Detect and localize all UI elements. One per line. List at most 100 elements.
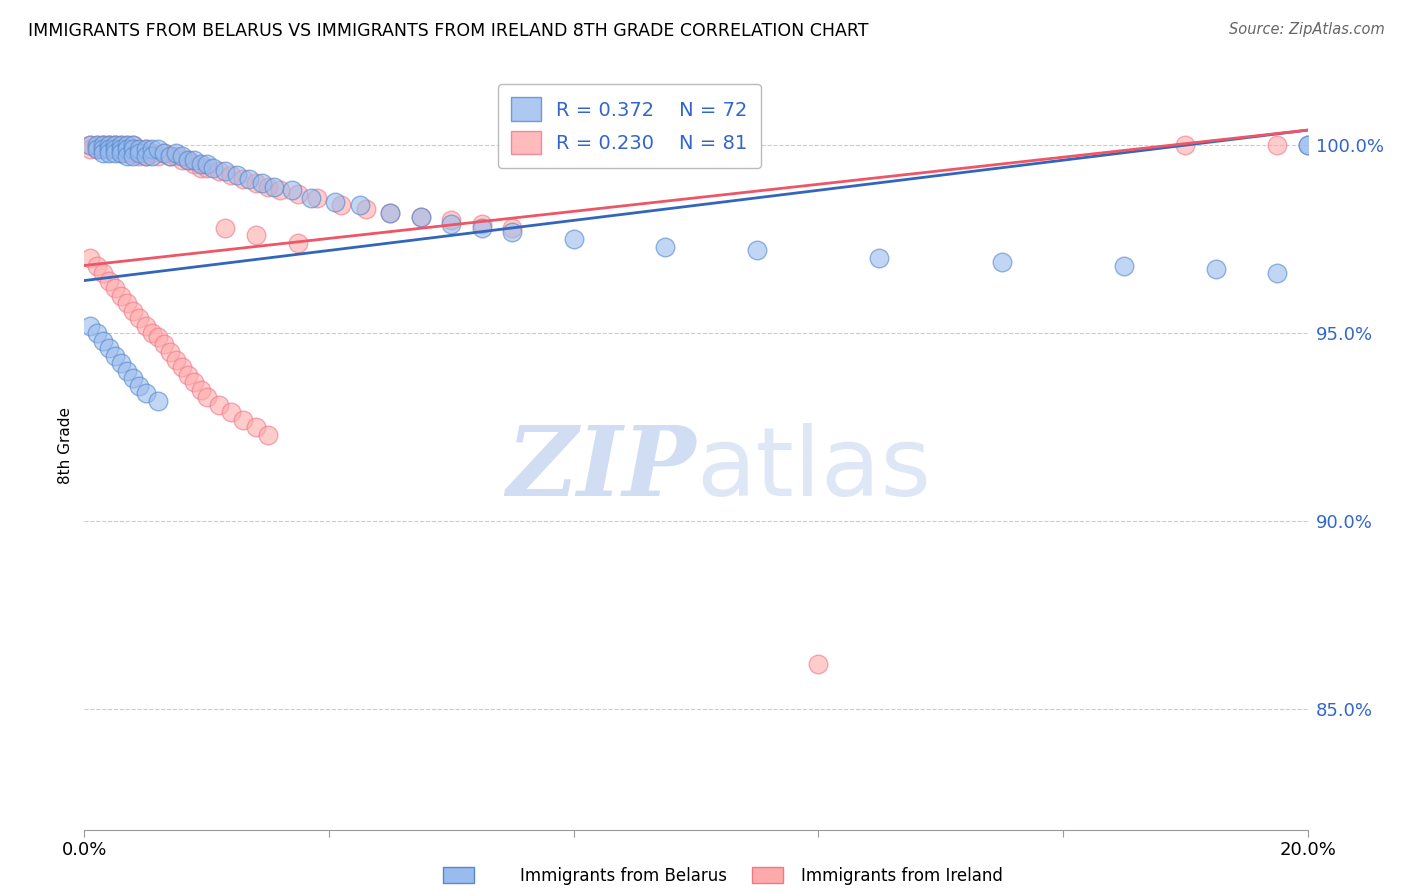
Point	[97, 145, 120, 160]
Point	[110, 138, 132, 153]
Point	[91, 138, 114, 153]
Point	[1265, 138, 1288, 153]
Point	[747, 244, 769, 258]
Point	[110, 145, 132, 160]
Point	[110, 145, 132, 160]
Point	[97, 142, 120, 156]
Point	[115, 364, 138, 378]
Point	[97, 341, 120, 355]
Point	[380, 206, 402, 220]
Point	[115, 142, 138, 156]
Point	[79, 138, 101, 153]
Point	[135, 149, 157, 163]
Point	[214, 164, 236, 178]
Point	[86, 142, 108, 156]
Text: atlas: atlas	[696, 423, 931, 516]
Point	[245, 228, 267, 243]
Point	[330, 198, 353, 212]
Point	[141, 326, 163, 341]
Point	[183, 153, 205, 168]
Point	[165, 352, 187, 367]
Point	[195, 161, 218, 175]
Point	[1114, 259, 1136, 273]
Point	[128, 142, 150, 156]
Point	[122, 138, 145, 153]
Point	[153, 145, 176, 160]
Point	[122, 145, 145, 160]
Point	[97, 138, 120, 153]
Point	[208, 398, 231, 412]
Point	[190, 161, 212, 175]
Point	[91, 145, 114, 160]
Point	[79, 318, 101, 333]
Point	[115, 138, 138, 153]
Point	[135, 318, 157, 333]
Point	[219, 405, 242, 419]
Point	[104, 145, 127, 160]
Point	[135, 142, 157, 156]
Point	[159, 345, 181, 359]
Point	[380, 206, 402, 220]
Point	[245, 176, 267, 190]
Point	[104, 138, 127, 153]
Point	[869, 251, 891, 265]
Point	[1174, 138, 1197, 153]
Point	[281, 183, 304, 197]
Point	[305, 191, 328, 205]
Point	[502, 225, 524, 239]
Point	[349, 198, 371, 212]
Point	[1265, 266, 1288, 280]
Point	[159, 149, 181, 163]
Point	[128, 142, 150, 156]
Point	[110, 356, 132, 370]
Point	[471, 217, 494, 231]
Point	[299, 191, 322, 205]
Point	[122, 303, 145, 318]
Point	[86, 138, 108, 153]
Point	[115, 138, 138, 153]
Point	[115, 149, 138, 163]
Point	[97, 142, 120, 156]
Point	[91, 266, 114, 280]
Point	[97, 274, 120, 288]
Point	[159, 149, 181, 163]
Point	[471, 220, 494, 235]
Point	[91, 138, 114, 153]
Point	[110, 142, 132, 156]
Point	[86, 142, 108, 156]
Point	[183, 157, 205, 171]
Point	[165, 149, 187, 163]
Point	[562, 232, 585, 246]
Point	[122, 371, 145, 385]
Point	[177, 368, 200, 382]
Point	[141, 149, 163, 163]
Point	[104, 142, 127, 156]
Point	[172, 153, 194, 168]
Point	[440, 217, 463, 231]
Point	[104, 138, 127, 153]
Point	[409, 210, 432, 224]
Point	[104, 349, 127, 363]
Point	[135, 142, 157, 156]
Point	[269, 183, 291, 197]
Point	[146, 393, 169, 408]
Point	[195, 157, 218, 171]
Point	[128, 311, 150, 326]
Point	[79, 251, 101, 265]
Point	[146, 149, 169, 163]
Point	[86, 138, 108, 153]
Point	[502, 220, 524, 235]
Point	[153, 145, 176, 160]
Point	[146, 142, 169, 156]
Legend: R = 0.372    N = 72, R = 0.230    N = 81: R = 0.372 N = 72, R = 0.230 N = 81	[498, 84, 761, 168]
Point	[1296, 138, 1319, 153]
Text: Source: ZipAtlas.com: Source: ZipAtlas.com	[1229, 22, 1385, 37]
Point	[440, 213, 463, 227]
Point	[807, 657, 830, 672]
Point	[91, 142, 114, 156]
Point	[97, 138, 120, 153]
Text: Immigrants from Belarus: Immigrants from Belarus	[520, 867, 727, 885]
Point	[146, 330, 169, 344]
Point	[128, 149, 150, 163]
Point	[287, 235, 309, 250]
